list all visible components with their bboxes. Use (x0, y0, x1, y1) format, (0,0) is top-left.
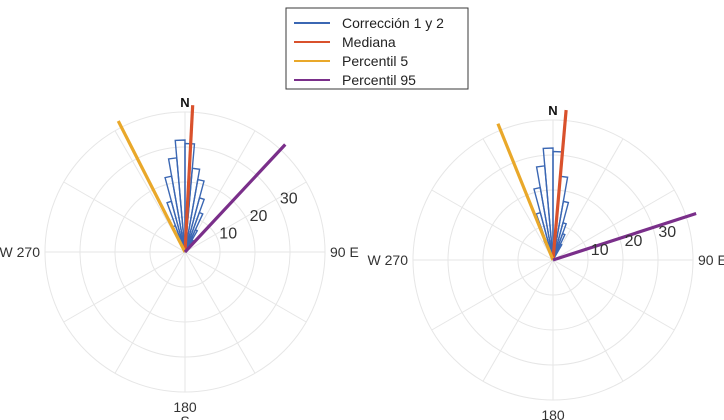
line-mediana (551, 109, 568, 261)
grid-spoke (184, 251, 307, 323)
direction-label-n: N (180, 95, 189, 110)
legend-label: Corrección 1 y 2 (342, 15, 444, 31)
legend-label: Percentil 5 (342, 53, 408, 69)
grid-spoke (184, 181, 307, 253)
histogram-bar (552, 243, 563, 261)
line-mediana (183, 105, 195, 253)
line-percentil-95 (552, 211, 697, 262)
direction-label-s-number: 180 (541, 407, 565, 420)
grid-spoke (552, 189, 675, 261)
legend: Corrección 1 y 2 Mediana Percentil 5 Percen… (285, 7, 469, 90)
direction-label-e: 90 E (330, 244, 359, 260)
line-percentil-5 (496, 123, 555, 261)
r-tick-label: 20 (625, 233, 643, 250)
grid-spoke (431, 189, 554, 261)
grid-spoke (184, 251, 256, 374)
direction-label-s: S (180, 413, 189, 420)
r-tick-label: 20 (250, 208, 268, 225)
grid-spoke (482, 138, 554, 261)
legend-label: Percentil 95 (342, 72, 416, 88)
legend-box (285, 7, 469, 90)
r-tick-label: 30 (658, 224, 676, 241)
direction-label-n: N (548, 103, 557, 118)
direction-label-e: 90 E (698, 252, 724, 268)
r-tick-label: 30 (280, 191, 298, 208)
grid-spoke (552, 138, 624, 261)
grid-spoke (482, 259, 554, 382)
grid-spoke (552, 259, 624, 382)
grid-spoke (431, 259, 554, 331)
line-percentil-95 (183, 143, 287, 254)
polar-plot-left: 10 20 30 N 90 E W 270 180S (0, 95, 359, 420)
grid-spoke (63, 251, 186, 323)
direction-label-w: W 270 (368, 252, 409, 268)
r-tick-label: 10 (591, 242, 609, 259)
line-percentil-5 (116, 120, 187, 253)
direction-label-w: W 270 (0, 244, 40, 260)
grid-spoke (63, 181, 186, 253)
grid-spoke (552, 259, 675, 331)
legend-label: Mediana (342, 34, 396, 50)
grid-spoke (114, 251, 186, 374)
direction-label-s-number: 180 (173, 399, 197, 415)
r-tick-label: 10 (219, 226, 237, 243)
